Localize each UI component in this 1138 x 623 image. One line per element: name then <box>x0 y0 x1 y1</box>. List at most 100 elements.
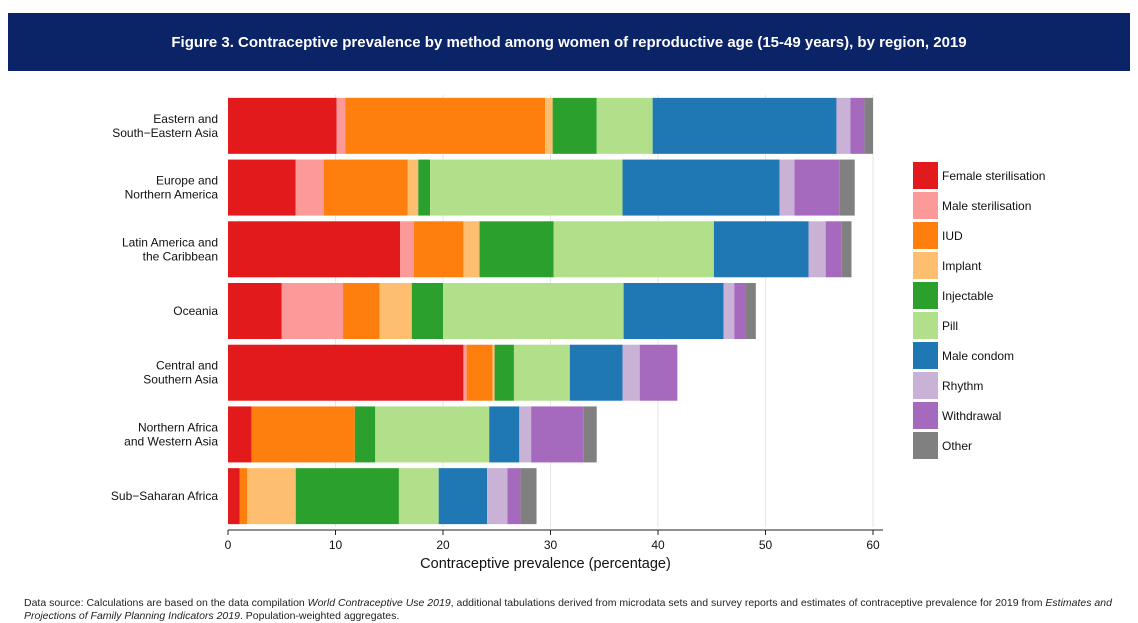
bar-segment <box>779 159 795 216</box>
bar-segment <box>596 97 653 154</box>
bar-segment <box>343 283 380 339</box>
source-text: . Population-weighted aggregates. <box>239 610 400 622</box>
legend: Female sterilisation Male sterilisation IU… <box>913 162 1045 459</box>
legend-swatch <box>913 372 938 399</box>
bar-segment <box>652 97 837 154</box>
bar-segment <box>336 97 346 154</box>
bar-segment <box>228 468 240 525</box>
bar-segment <box>228 221 400 278</box>
bar-segment <box>466 344 493 401</box>
bar-segment <box>413 221 464 278</box>
category-label: the Caribbean <box>143 249 218 263</box>
bar-segment <box>228 283 282 339</box>
source-title-2: Estimates and Projections of Family Plan… <box>24 597 1112 622</box>
category-label: Europe and <box>156 174 218 188</box>
bar-segment <box>623 283 724 339</box>
x-tick-label: 0 <box>225 538 232 552</box>
category-label: Latin America and <box>122 235 218 249</box>
x-tick-label: 10 <box>329 538 343 552</box>
bar-segment <box>825 221 842 278</box>
bar-segment <box>487 468 508 525</box>
bar-segment <box>808 221 826 278</box>
figure-title: Figure 3. Contraceptive prevalence by me… <box>171 33 967 51</box>
bar-segment <box>622 159 780 216</box>
category-label: Eastern and <box>153 112 218 126</box>
bar-segment <box>345 97 546 154</box>
bar-segment <box>430 159 623 216</box>
category-label: Northern Africa <box>138 420 218 434</box>
bar-segment <box>553 221 714 278</box>
bar-segment <box>411 283 443 339</box>
legend-swatch <box>913 282 938 309</box>
bar-segment <box>531 406 584 463</box>
bar-segment <box>398 468 439 525</box>
legend-label: Male sterilisation <box>942 199 1031 213</box>
figure-title-banner: Figure 3. Contraceptive prevalence by me… <box>8 13 1130 71</box>
legend-swatch <box>913 432 938 459</box>
bar-segment <box>494 344 514 401</box>
bar-segment <box>552 97 597 154</box>
legend-swatch <box>913 222 938 249</box>
data-source-note: Data source: Calculations are based on t… <box>24 597 1124 623</box>
x-tick-label: 50 <box>759 538 773 552</box>
bar-segment <box>841 221 852 278</box>
category-label: Sub−Saharan Africa <box>111 489 218 503</box>
x-tick-label: 60 <box>866 538 880 552</box>
legend-label: Rhythm <box>942 379 983 393</box>
bar-segment <box>479 221 554 278</box>
legend-swatch <box>913 312 938 339</box>
category-label: South−Eastern Asia <box>112 126 218 140</box>
bar-segment <box>438 468 488 525</box>
bar-segment <box>463 221 480 278</box>
category-label: Central and <box>156 359 218 373</box>
x-tick-label: 20 <box>436 538 450 552</box>
bar-segment <box>713 221 809 278</box>
bar-segment <box>375 406 490 463</box>
category-label: Oceania <box>173 304 218 318</box>
bar-segment <box>295 159 324 216</box>
legend-label: Male condom <box>942 349 1014 363</box>
legend-label: Implant <box>942 259 982 273</box>
bar-segment <box>489 406 520 463</box>
bar-segment <box>400 221 414 278</box>
bar-segment <box>228 159 296 216</box>
x-axis-label: Contraceptive prevalence (percentage) <box>420 556 671 572</box>
x-tick-label: 30 <box>544 538 558 552</box>
bar-segment <box>864 97 873 154</box>
legend-label: Female sterilisation <box>942 169 1045 183</box>
legend-label: Other <box>942 439 972 453</box>
legend-label: Pill <box>942 319 958 333</box>
bar-segment <box>850 97 865 154</box>
category-label: Southern Asia <box>143 373 218 387</box>
bar-segment <box>463 344 467 401</box>
bar-segment <box>239 468 248 525</box>
legend-swatch <box>913 342 938 369</box>
category-label: and Western Asia <box>124 434 218 448</box>
legend-swatch <box>913 162 938 189</box>
legend-label: IUD <box>942 229 963 243</box>
bar-segment <box>622 344 640 401</box>
source-title-1: World Contraceptive Use 2019 <box>307 597 451 609</box>
legend-swatch <box>913 252 938 279</box>
bar-segment <box>228 406 252 463</box>
bar-segment <box>569 344 623 401</box>
bar-segment <box>443 283 624 339</box>
bar-segment <box>583 406 597 463</box>
bars <box>228 97 873 525</box>
bar-segment <box>513 344 570 401</box>
bar-segment <box>639 344 678 401</box>
bar-segment <box>228 97 337 154</box>
bar-segment <box>295 468 399 525</box>
bar-segment <box>247 468 296 525</box>
bar-segment <box>251 406 355 463</box>
bar-segment <box>507 468 521 525</box>
bar-segment <box>354 406 376 463</box>
bar-segment <box>379 283 412 339</box>
source-text: , additional tabulations derived from mi… <box>450 597 1046 609</box>
legend-swatch <box>913 192 938 219</box>
legend-label: Withdrawal <box>942 409 1001 423</box>
bar-segment <box>836 97 851 154</box>
bar-segment <box>492 344 495 401</box>
bar-segment <box>545 97 553 154</box>
